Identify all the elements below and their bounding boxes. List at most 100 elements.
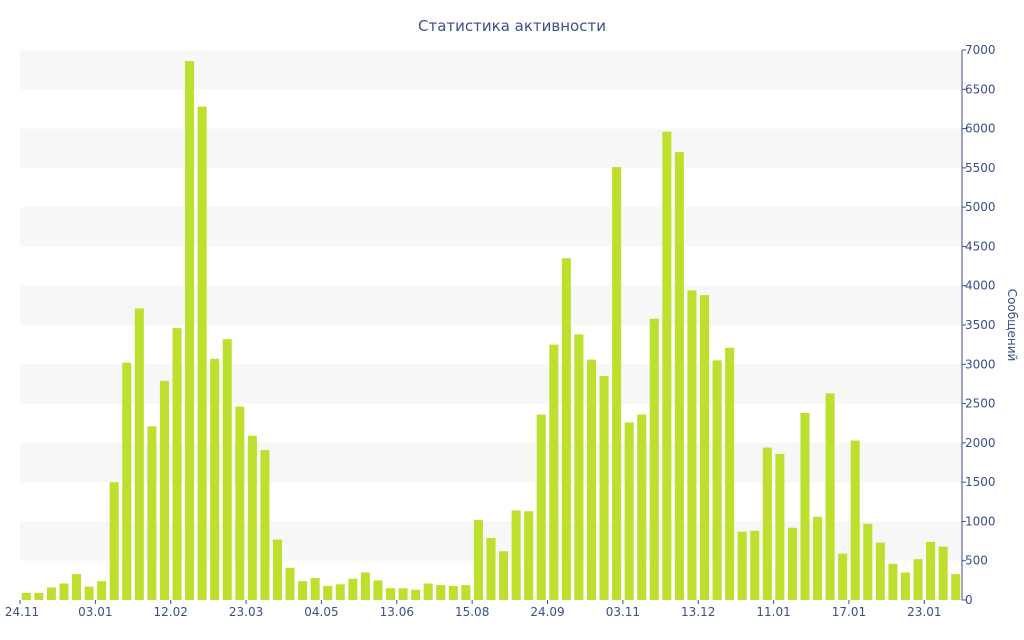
bar [210, 358, 220, 600]
bar [561, 258, 571, 600]
bar [398, 588, 408, 600]
bar [586, 359, 597, 600]
y-tick-label: 6500 [965, 82, 996, 96]
bar [900, 572, 911, 600]
bar [800, 413, 810, 600]
bar [260, 449, 270, 600]
bar [185, 61, 195, 600]
x-tick-label: 03.11 [606, 605, 640, 619]
x-tick-label: 15.08 [455, 605, 489, 619]
x-tick-label: 03.01 [78, 605, 112, 619]
y-tick-label: 500 [965, 554, 988, 568]
x-axis-ticks: 24.11 03.01 12.02 23.03 04.05 13.06 15.08 24.09… [5, 600, 941, 619]
bar [574, 334, 584, 600]
bar [373, 580, 383, 600]
bar [737, 531, 747, 600]
bar [712, 360, 722, 600]
bar [46, 587, 56, 600]
bar [247, 435, 257, 600]
bar [775, 453, 785, 600]
y-axis-label: Сообщений [1005, 289, 1019, 362]
y-tick-label: 3000 [965, 357, 996, 371]
bar [323, 585, 333, 600]
bar [662, 131, 672, 600]
grid-band [20, 128, 962, 168]
bar [549, 344, 559, 600]
x-tick-label: 12.02 [154, 605, 188, 619]
bar [938, 546, 948, 600]
bar [34, 592, 44, 600]
x-tick-label: 17.01 [832, 605, 866, 619]
bar [147, 426, 157, 600]
y-tick-label: 1000 [965, 514, 996, 528]
bar [473, 519, 483, 600]
x-tick-label: 23.03 [229, 605, 263, 619]
bars [21, 61, 961, 601]
y-tick-label: 1500 [965, 475, 996, 489]
bar [21, 592, 31, 600]
x-tick-label: 13.12 [681, 605, 715, 619]
bar [624, 422, 634, 600]
bar [486, 537, 496, 600]
bar [335, 584, 345, 600]
bar [674, 152, 684, 600]
x-tick-label: 24.09 [530, 605, 564, 619]
bar [71, 574, 82, 600]
bar [511, 510, 521, 600]
bar [84, 586, 94, 600]
y-tick-label: 5000 [965, 200, 996, 214]
bar [197, 106, 207, 601]
bar [134, 308, 144, 600]
grid-band [20, 207, 962, 247]
x-tick-label: 13.06 [380, 605, 414, 619]
bar [863, 523, 873, 600]
y-tick-label: 2000 [965, 436, 996, 450]
bar [272, 539, 283, 600]
bar [172, 328, 182, 600]
bar [888, 563, 898, 600]
x-tick-label: 11.01 [756, 605, 790, 619]
bar [524, 511, 534, 600]
y-tick-label: 4500 [965, 239, 996, 253]
bar [725, 347, 735, 600]
y-tick-label: 0 [965, 593, 973, 607]
y-tick-label: 7000 [965, 43, 996, 57]
bar [787, 527, 797, 600]
bar [159, 380, 169, 600]
bar [222, 339, 232, 600]
x-tick-label: 23.01 [907, 605, 941, 619]
bar [825, 393, 835, 600]
chart-title: Статистика активности [418, 17, 606, 35]
bar [360, 572, 370, 600]
bar [436, 585, 446, 600]
bar [699, 295, 710, 600]
y-tick-label: 3500 [965, 318, 996, 332]
bar [348, 578, 358, 600]
bar [109, 482, 119, 600]
bar [750, 530, 760, 600]
bar [461, 585, 471, 600]
bar [499, 551, 509, 600]
bar [762, 447, 772, 600]
grid-band [20, 50, 962, 90]
bar [385, 588, 396, 600]
bar [649, 318, 659, 600]
x-tick-label: 24.11 [5, 605, 39, 619]
bar [298, 581, 308, 600]
bar [423, 583, 433, 600]
bar [637, 414, 647, 600]
bar [612, 167, 622, 601]
y-axis-ticks: 0 500 1000 1500 2000 2500 3000 3500 4000 4500 5000… [962, 43, 996, 607]
bar [536, 414, 546, 600]
grid-band [20, 285, 962, 325]
bar [285, 567, 295, 600]
bar [599, 376, 609, 600]
bar [913, 559, 923, 600]
bar [850, 440, 860, 600]
bar [926, 541, 936, 600]
y-tick-label: 5500 [965, 161, 996, 175]
bar [59, 583, 69, 600]
bar [838, 553, 848, 600]
y-tick-label: 4000 [965, 279, 996, 293]
